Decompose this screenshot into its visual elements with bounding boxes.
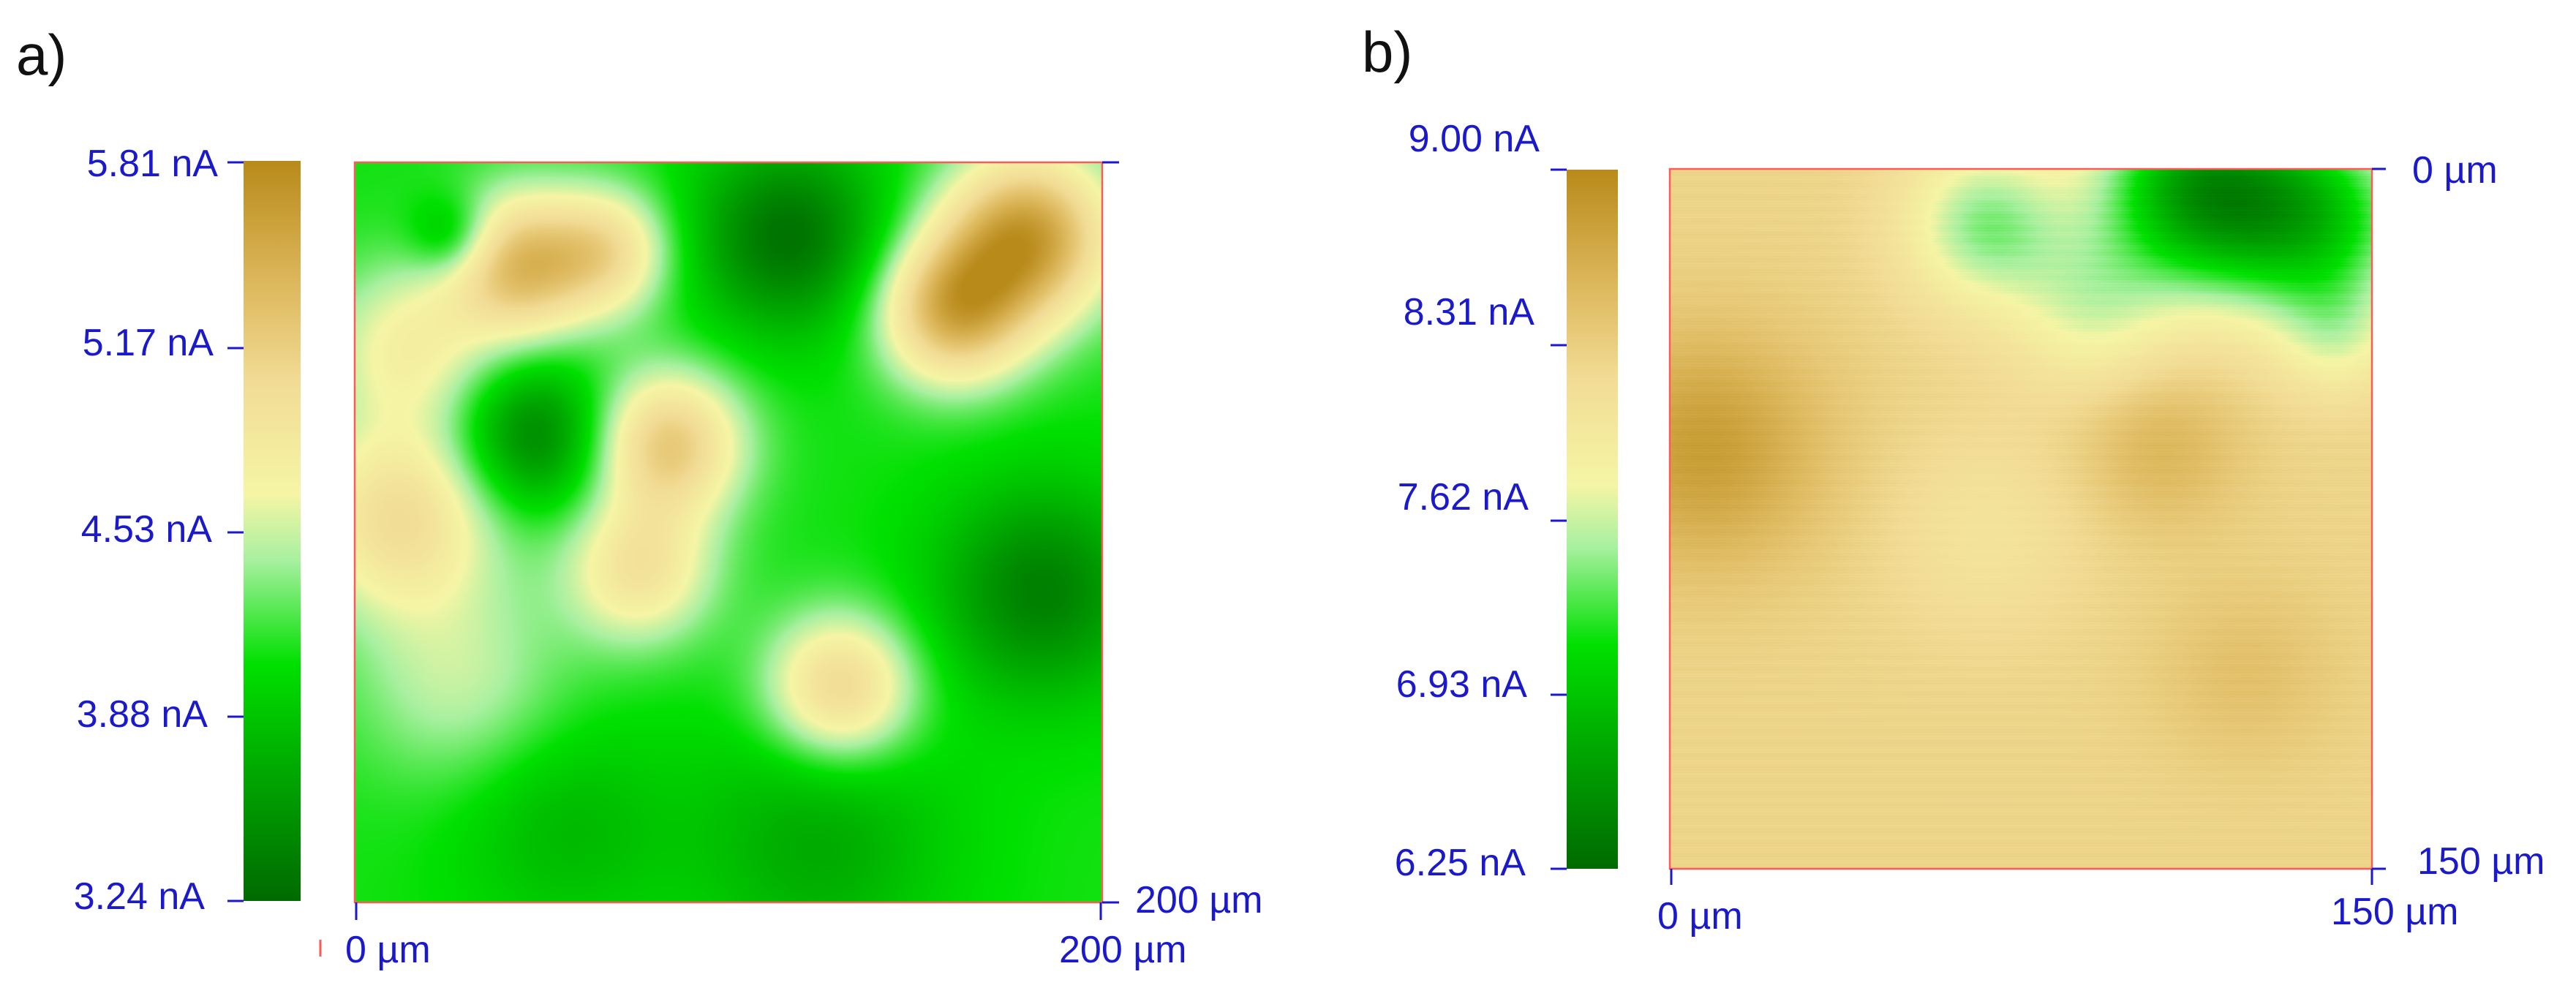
panel-a: a) 5.81 nA 5.17 nA 4.53 nA 3.88 nA 3.24 … [16, 23, 1262, 971]
x-axis-tick-label: 0 µm [345, 929, 431, 971]
panel-a-colorbar-ticks: 5.81 nA 5.17 nA 4.53 nA 3.88 nA 3.24 nA [74, 143, 244, 918]
colorbar-tick-label: 6.93 nA [1396, 663, 1528, 706]
panel-b: b) 9.00 nA 8.31 nA 7.62 nA 6.93 nA 6.25 … [1362, 20, 2545, 938]
panel-a-colorbar [244, 161, 301, 901]
panel-b-frame [1668, 167, 2373, 870]
x-axis-tick-label: 150 µm [2331, 891, 2458, 933]
panel-b-heatmap [1668, 167, 2373, 870]
colorbar-tick-label: 9.00 nA [1409, 118, 1540, 160]
x-axis-tick-label: 200 µm [1059, 929, 1186, 971]
panel-b-colorbar-ticks: 9.00 nA 8.31 nA 7.62 nA 6.93 nA 6.25 nA [1395, 118, 1567, 884]
colorbar-tick-label: 3.88 nA [77, 693, 208, 736]
y-axis-tick-label: 200 µm [1135, 879, 1262, 921]
panel-a-label: a) [16, 23, 67, 87]
panel-b-heatmap-canvas [1670, 169, 2372, 869]
colorbar-tick-label: 5.81 nA [87, 143, 219, 185]
x-axis-tick-label: 0 µm [1657, 895, 1743, 938]
panel-a-heatmap-canvas [355, 162, 1102, 902]
colorbar-tick-label: 6.25 nA [1395, 842, 1526, 884]
colorbar-tick-label: 3.24 nA [74, 875, 206, 918]
panel-b-colorbar [1567, 170, 1618, 869]
panel-b-label: b) [1362, 20, 1412, 84]
y-axis-tick-label: 150 µm [2417, 840, 2545, 883]
colorbar-tick-label: 5.17 nA [83, 322, 214, 364]
colorbar-tick-label: 8.31 nA [1404, 291, 1535, 333]
panel-a-frame [353, 161, 1104, 904]
y-axis-tick-label: 0 µm [2412, 149, 2498, 192]
colorbar-tick-label: 4.53 nA [81, 508, 213, 551]
panel-a-heatmap [353, 161, 1104, 904]
colorbar-tick-label: 7.62 nA [1398, 476, 1529, 518]
